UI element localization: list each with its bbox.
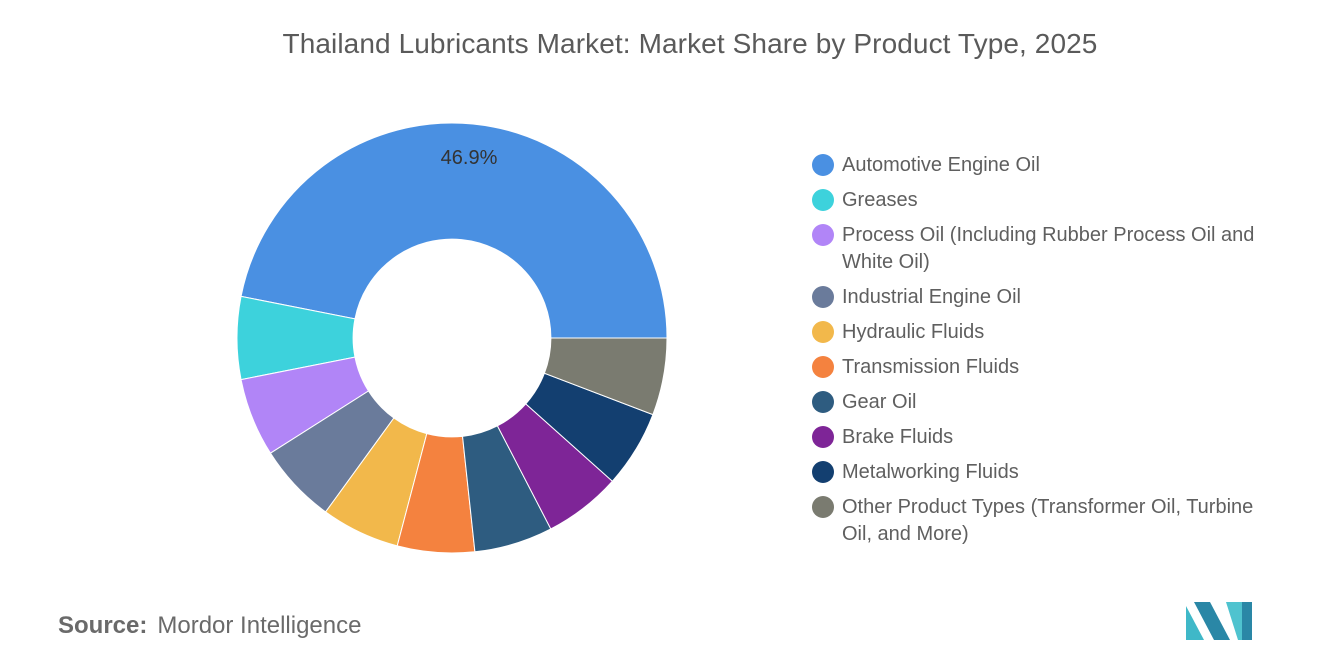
legend-swatch xyxy=(812,286,834,308)
legend-label: Metalworking Fluids xyxy=(842,461,1019,483)
legend-swatch xyxy=(812,224,834,246)
legend-item: Hydraulic Fluids xyxy=(812,319,1272,346)
legend-swatch xyxy=(812,391,834,413)
logo-right-shape xyxy=(1226,602,1244,640)
legend-item: Greases xyxy=(812,187,1272,214)
legend-swatch xyxy=(812,356,834,378)
chart-title: Thailand Lubricants Market: Market Share… xyxy=(282,28,1098,59)
legend-swatch xyxy=(812,189,834,211)
legend-swatch xyxy=(812,426,834,448)
legend-item: Other Product Types (Transformer Oil, Tu… xyxy=(812,494,1272,548)
legend-label: Industrial Engine Oil xyxy=(842,286,1021,308)
legend-label: Automotive Engine Oil xyxy=(842,154,1040,176)
legend-item: Industrial Engine Oil xyxy=(812,284,1272,311)
logo-right-bar xyxy=(1242,602,1252,640)
legend-swatch xyxy=(812,496,834,518)
mordor-intelligence-logo xyxy=(1186,602,1252,640)
legend-item: Brake Fluids xyxy=(812,424,1272,451)
legend-item: Transmission Fluids xyxy=(812,354,1272,381)
donut-slice-other-product-types-transformer-oil-turbine-oil-and-more xyxy=(543,337,668,416)
data-label: 46.9% xyxy=(441,147,498,169)
legend-label: Transmission Fluids xyxy=(842,356,1020,378)
legend-label: Other Product Types (Transformer Oil, Tu… xyxy=(842,496,1254,545)
chart-legend: Automotive Engine Oil Greases Process Oil … xyxy=(812,152,1272,556)
legend-item: Process Oil (Including Rubber Process Oi… xyxy=(812,222,1272,276)
source-label: Source: xyxy=(58,612,148,639)
source-note: Source: Mordor Intelligence xyxy=(58,612,361,640)
legend-label: Brake Fluids xyxy=(842,426,954,448)
donut-slice-automotive-engine-oil xyxy=(240,122,668,339)
legend-item: Automotive Engine Oil xyxy=(812,152,1272,179)
legend-item: Gear Oil xyxy=(812,389,1272,416)
logo-left-shape xyxy=(1186,606,1204,640)
legend-swatch xyxy=(812,461,834,483)
source-value: Mordor Intelligence xyxy=(157,612,362,639)
legend-label: Gear Oil xyxy=(842,391,917,413)
legend-swatch xyxy=(812,321,834,343)
logo-middle-shape xyxy=(1194,602,1230,640)
legend-label: Hydraulic Fluids xyxy=(842,321,985,343)
legend-item: Metalworking Fluids xyxy=(812,459,1272,486)
legend-swatch xyxy=(812,154,834,176)
legend-label: Greases xyxy=(842,189,918,211)
legend-label: Process Oil (Including Rubber Process Oi… xyxy=(842,224,1255,273)
donut-chart: 46.9% xyxy=(236,122,668,554)
